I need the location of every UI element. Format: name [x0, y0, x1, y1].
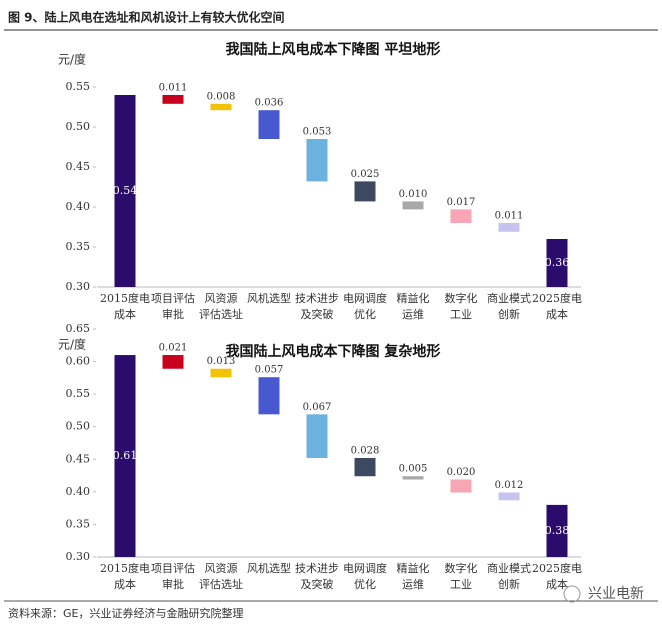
- decrease-bar: [258, 110, 280, 139]
- decrease-bar: [306, 139, 328, 182]
- value-label: 0.38: [545, 524, 570, 537]
- decrease-bar: [210, 103, 232, 111]
- value-label: 0.036: [255, 98, 284, 109]
- x-tick-label: 商业模式创新: [487, 291, 531, 321]
- value-label: 0.010: [399, 189, 428, 200]
- x-tick-label: 2015度电成本: [100, 561, 150, 591]
- decrease-bar: [258, 377, 280, 415]
- x-tick-label: 商业模式创新: [487, 561, 531, 591]
- watermark: 兴业电新: [588, 586, 644, 602]
- x-tick-label: 项目评估审批: [151, 292, 195, 321]
- y-tick-label: 0.65: [66, 322, 91, 335]
- x-tick-label: 风资源评估选址: [199, 291, 243, 321]
- figure-header: 图 9、陆上风电在选址和风机设计上有较大优化空间: [8, 10, 285, 25]
- y-tick-label: 0.35: [66, 517, 91, 530]
- x-tick-label: 数字化工业: [445, 291, 478, 321]
- decrease-bar: [450, 209, 472, 223]
- total-bar: [546, 504, 568, 557]
- y-tick-label: 0.50: [66, 420, 91, 433]
- y-tick-label: 0.55: [66, 80, 91, 93]
- value-label: 0.020: [447, 467, 476, 478]
- value-label: 0.011: [159, 83, 188, 94]
- y-tick-label: 0.60: [66, 355, 91, 368]
- value-label: 0.011: [495, 211, 524, 222]
- total-bar: [546, 239, 568, 287]
- y-axis-label: 元/度: [58, 337, 86, 352]
- value-label: 0.025: [351, 169, 380, 180]
- value-label: 0.017: [447, 197, 476, 208]
- y-tick-label: 0.50: [66, 120, 91, 133]
- value-label: 0.057: [255, 365, 284, 376]
- y-tick-label: 0.40: [66, 485, 91, 498]
- value-label: 0.053: [303, 127, 332, 138]
- x-tick-label: 风机选型: [247, 291, 291, 305]
- y-tick-label: 0.30: [66, 280, 91, 293]
- decrease-bar: [162, 95, 184, 104]
- decrease-bar: [210, 368, 232, 378]
- x-tick-label: 2025度电成本: [532, 291, 582, 321]
- x-tick-label: 2015度电成本: [100, 291, 150, 321]
- value-label: 0.54: [113, 184, 138, 197]
- decrease-bar: [162, 355, 184, 369]
- x-tick-label: 精益化运维: [397, 561, 430, 591]
- y-tick-label: 0.30: [66, 550, 91, 563]
- decrease-bar: [498, 223, 520, 232]
- y-tick-label: 0.55: [66, 387, 91, 400]
- x-tick-label: 电网调度优化: [343, 561, 387, 591]
- source-note: 资料来源：GE，兴业证券经济与金融研究院整理: [8, 606, 243, 620]
- value-label: 0.005: [399, 464, 428, 475]
- y-tick-label: 0.45: [66, 160, 91, 173]
- total-bar: [114, 355, 136, 557]
- chart-title: 我国陆上风电成本下降图 复杂地形: [226, 343, 441, 360]
- x-tick-label: 技术进步及突破: [295, 562, 339, 591]
- x-tick-label: 电网调度优化: [343, 291, 387, 321]
- value-label: 0.067: [303, 402, 332, 413]
- x-tick-label: 数字化工业: [445, 561, 478, 591]
- y-tick-label: 0.40: [66, 200, 91, 213]
- decrease-bar: [354, 181, 376, 202]
- value-label: 0.36: [545, 256, 570, 269]
- value-label: 0.61: [113, 449, 138, 462]
- chart-title: 我国陆上风电成本下降图 平坦地形: [226, 41, 441, 58]
- x-tick-label: 风机选型: [247, 561, 291, 575]
- decrease-bar: [354, 457, 376, 477]
- decrease-bar: [450, 479, 472, 493]
- total-bar: [114, 95, 136, 287]
- x-tick-label: 风资源评估选址: [199, 561, 243, 591]
- value-label: 0.008: [207, 91, 236, 102]
- x-tick-label: 2025度电成本: [532, 561, 582, 591]
- value-label: 0.028: [351, 445, 380, 456]
- decrease-bar: [306, 414, 328, 458]
- decrease-bar: [498, 492, 520, 501]
- value-label: 0.021: [159, 343, 188, 354]
- value-label: 0.013: [207, 356, 236, 367]
- y-tick-label: 0.35: [66, 240, 91, 253]
- x-tick-label: 项目评估审批: [151, 562, 195, 591]
- x-tick-label: 技术进步及突破: [295, 292, 339, 321]
- decrease-bar: [402, 201, 424, 210]
- watermark-icon: [563, 585, 581, 603]
- y-axis-label: 元/度: [58, 52, 86, 67]
- y-tick-label: 0.45: [66, 452, 91, 465]
- value-label: 0.012: [495, 480, 524, 491]
- decrease-bar: [402, 476, 424, 480]
- x-tick-label: 精益化运维: [397, 291, 430, 321]
